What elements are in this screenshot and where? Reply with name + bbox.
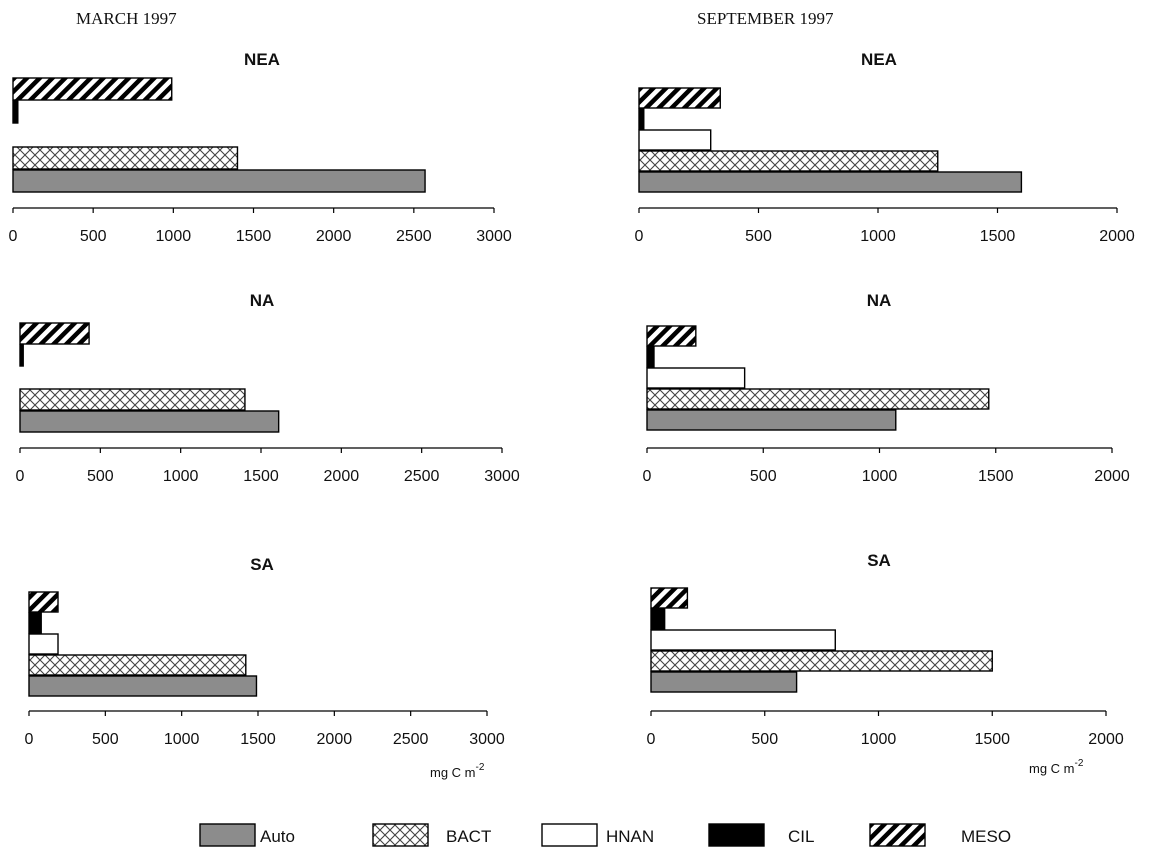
legend-label: HNAN	[606, 827, 654, 846]
x-tick-label: 1500	[980, 228, 1016, 245]
x-axis-unit-label: mg C m-2	[1029, 758, 1084, 776]
bar-hnan	[28, 633, 59, 655]
bar-auto	[650, 671, 798, 693]
legend-item-cil: CIL	[708, 823, 814, 847]
panel-4: NA 0 500 1000 1500 2000	[643, 291, 1130, 485]
bar-auto	[12, 169, 426, 193]
x-tick-label: 2500	[396, 228, 432, 245]
bar-cil	[28, 612, 42, 634]
legend-label: Auto	[260, 827, 295, 846]
x-tick-label: 1000	[163, 468, 199, 485]
panel-title: SA	[867, 551, 891, 570]
x-tick-label: 0	[643, 468, 652, 485]
bar-hnan	[650, 629, 836, 651]
x-tick-label: 500	[751, 731, 778, 748]
x-tick-label: 2000	[317, 731, 353, 748]
bar-cil	[19, 344, 24, 367]
bar-bact	[12, 146, 239, 170]
x-tick-label: 500	[87, 468, 114, 485]
bar-meso	[19, 322, 90, 345]
x-tick-label: 2500	[404, 468, 440, 485]
x-tick-label: 1500	[974, 731, 1010, 748]
panel-title: SA	[250, 555, 274, 574]
x-tick-label: 500	[750, 468, 777, 485]
bar-cil	[638, 108, 645, 130]
bar-meso	[12, 77, 173, 101]
bar-bact	[638, 150, 939, 172]
bar-bact	[19, 388, 246, 411]
panel-title: NA	[867, 291, 892, 310]
bar-meso	[28, 591, 59, 613]
panel-title: NA	[250, 291, 275, 310]
x-tick-label: 2000	[324, 468, 360, 485]
bar-auto	[28, 675, 258, 697]
panel-0: NEA 0 500 1000 1500 2000 2500 3000	[9, 50, 512, 245]
bar-hnan	[638, 129, 712, 151]
chart-panels: NEA 0 500 1000 1500 2000 2500 3000 NA 0 500 1000 150…	[9, 50, 1135, 780]
x-tick-label: 500	[92, 731, 119, 748]
bar-meso	[646, 325, 697, 347]
legend-swatch	[708, 823, 765, 847]
bar-auto	[646, 409, 897, 431]
x-tick-label: 2000	[1088, 731, 1124, 748]
bar-auto	[19, 410, 280, 433]
column-title-march: MARCH 1997	[76, 9, 177, 28]
x-tick-label: 1500	[240, 731, 276, 748]
x-tick-label: 0	[647, 731, 656, 748]
legend-item-bact: BACT	[372, 823, 491, 847]
legend-swatch	[199, 823, 256, 847]
legend-swatch	[541, 823, 598, 847]
x-tick-label: 1000	[861, 731, 897, 748]
bar-bact	[646, 388, 990, 410]
x-tick-label: 1000	[164, 731, 200, 748]
legend-swatch	[869, 823, 926, 847]
legend-swatch	[372, 823, 429, 847]
legend-item-hnan: HNAN	[541, 823, 654, 847]
panel-3: NEA 0 500 1000 1500 2000	[635, 50, 1135, 245]
bar-hnan	[646, 367, 746, 389]
x-tick-label: 1000	[862, 468, 898, 485]
x-tick-label: 1000	[860, 228, 896, 245]
panel-title: NEA	[861, 50, 897, 69]
x-tick-label: 0	[9, 228, 18, 245]
x-tick-label: 1000	[156, 228, 192, 245]
legend-item-meso: MESO	[869, 823, 1011, 847]
x-tick-label: 3000	[469, 731, 505, 748]
legend: Auto BACT HNAN CIL MESO	[199, 823, 1011, 847]
x-tick-label: 1500	[236, 228, 272, 245]
bar-meso	[638, 87, 721, 109]
legend-label: BACT	[446, 827, 491, 846]
panel-2: SA 0 500 1000 1500 2000 2500 3000 mg C m-2	[25, 555, 505, 780]
panel-1: NA 0 500 1000 1500 2000 2500 3000	[16, 291, 520, 485]
x-tick-label: 2000	[316, 228, 352, 245]
x-tick-label: 0	[25, 731, 34, 748]
legend-label: MESO	[961, 827, 1011, 846]
x-axis-unit-label: mg C m-2	[430, 762, 485, 780]
bar-cil	[12, 100, 19, 124]
legend-item-auto: Auto	[199, 823, 295, 847]
bar-bact	[28, 654, 247, 676]
x-tick-label: 2000	[1094, 468, 1130, 485]
bar-meso	[650, 587, 689, 609]
x-tick-label: 0	[635, 228, 644, 245]
column-title-september: SEPTEMBER 1997	[697, 9, 834, 28]
bar-auto	[638, 171, 1023, 193]
x-tick-label: 3000	[484, 468, 520, 485]
bar-cil	[646, 346, 655, 368]
x-tick-label: 500	[745, 228, 772, 245]
legend-label: CIL	[788, 827, 814, 846]
bar-bact	[650, 650, 993, 672]
x-tick-label: 1500	[978, 468, 1014, 485]
x-tick-label: 2000	[1099, 228, 1135, 245]
x-tick-label: 0	[16, 468, 25, 485]
x-tick-label: 1500	[243, 468, 279, 485]
x-tick-label: 3000	[476, 228, 512, 245]
panel-title: NEA	[244, 50, 280, 69]
x-tick-label: 2500	[393, 731, 429, 748]
x-tick-label: 500	[80, 228, 107, 245]
bar-cil	[650, 608, 666, 630]
